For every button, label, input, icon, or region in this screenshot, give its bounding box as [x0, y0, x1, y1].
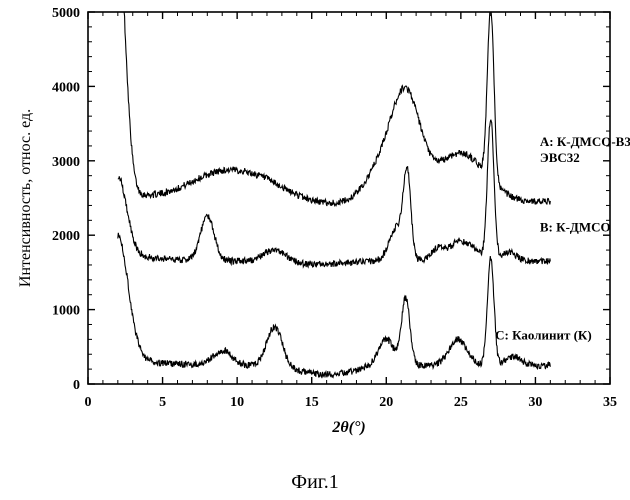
- svg-text:10: 10: [230, 395, 244, 410]
- svg-text:15: 15: [305, 395, 319, 410]
- svg-text:3000: 3000: [52, 155, 80, 170]
- xrd-plot: 0 5 10 15 20 25 30 35 0 1000 2000 3000 4000 5000 2θ(°)…: [0, 0, 630, 464]
- figure-caption: Фиг.1: [0, 471, 630, 494]
- svg-text:2000: 2000: [52, 229, 80, 244]
- svg-text:1000: 1000: [52, 304, 80, 319]
- svg-text:2θ(°): 2θ(°): [331, 419, 365, 436]
- svg-text:30: 30: [528, 395, 542, 410]
- svg-text:25: 25: [454, 395, 468, 410]
- svg-text:35: 35: [603, 395, 617, 410]
- series-label-C-0: С: Каолинит (К): [495, 327, 592, 342]
- series-label-A-0: А: К-ДМСО-B3a: [540, 134, 630, 149]
- svg-text:5000: 5000: [52, 6, 80, 21]
- svg-text:5: 5: [159, 395, 166, 410]
- figure-container: 0 5 10 15 20 25 30 35 0 1000 2000 3000 4000 5000 2θ(°)…: [0, 0, 630, 500]
- series-label-A-1: ЭВС32: [540, 150, 580, 165]
- svg-text:20: 20: [379, 395, 393, 410]
- svg-text:4000: 4000: [52, 80, 80, 95]
- svg-text:0: 0: [73, 378, 80, 393]
- svg-text:0: 0: [85, 395, 92, 410]
- series-label-B-0: В: К-ДМСО: [540, 219, 611, 234]
- svg-text:Интенсивность, относ. ед.: Интенсивность, относ. ед.: [17, 109, 34, 287]
